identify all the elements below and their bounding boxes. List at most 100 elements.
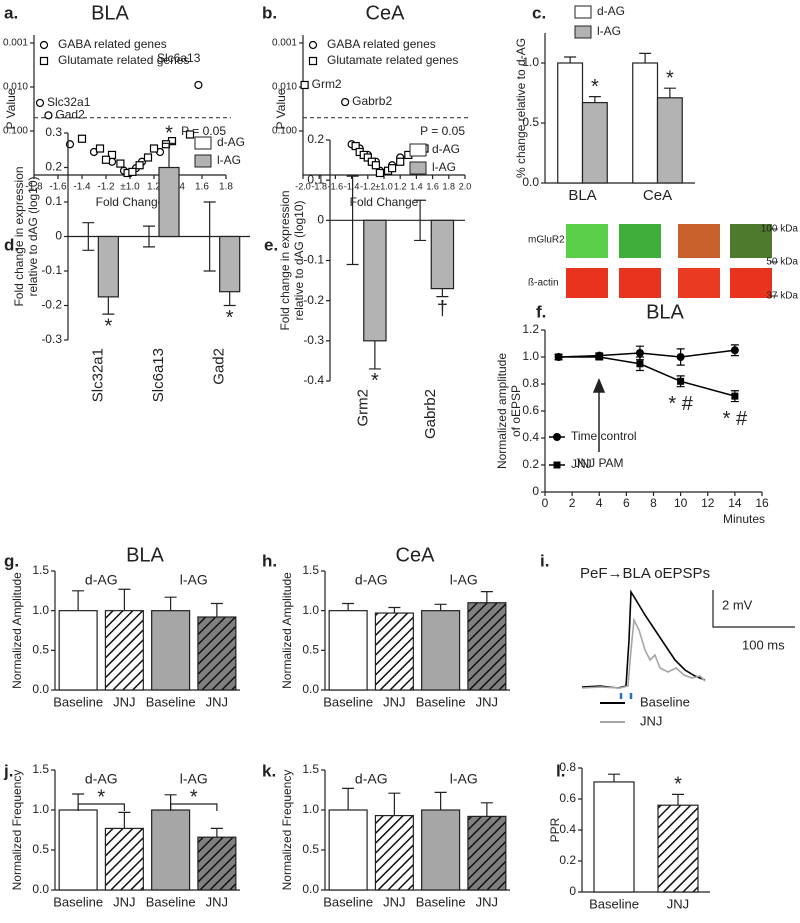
blot-row-label: mGluR2 bbox=[528, 235, 565, 246]
y-tick-label: 0 bbox=[317, 213, 324, 227]
x-axis-label: Fold Change bbox=[96, 195, 165, 209]
blot-size-label: 100 kDa bbox=[761, 224, 799, 235]
bar bbox=[328, 809, 368, 891]
bar bbox=[151, 610, 191, 691]
legend-label: Glutamate related genes bbox=[327, 53, 458, 67]
group-label: d-AG bbox=[355, 771, 388, 787]
y-tick-label: 1.0 bbox=[302, 802, 319, 816]
marker bbox=[300, 80, 309, 90]
y-tick-label: 0.2 bbox=[307, 132, 324, 146]
blot-band bbox=[678, 224, 720, 258]
y-tick-label: 0.5 bbox=[302, 842, 319, 856]
x-tick-label: JNJ bbox=[206, 694, 228, 709]
y-axis-label: Normalized Frequency bbox=[280, 770, 294, 891]
panel-label: l. bbox=[556, 761, 565, 780]
marker bbox=[731, 392, 739, 400]
bar bbox=[104, 827, 144, 891]
x-tick-label: CeA bbox=[643, 187, 672, 204]
marker bbox=[375, 168, 385, 178]
marker bbox=[116, 159, 125, 168]
x-tick-label: Baseline bbox=[589, 896, 639, 911]
significance-mark: * bbox=[190, 786, 198, 808]
x-tick-label: Baseline bbox=[53, 894, 103, 909]
x-tick-label: Slc6a13 bbox=[150, 348, 167, 402]
x-tick-label: ±1.0 bbox=[120, 182, 140, 193]
bar bbox=[197, 836, 237, 891]
panel-label: k. bbox=[262, 761, 276, 780]
significance-mark: * bbox=[165, 123, 173, 145]
x-tick-label: 0 bbox=[542, 496, 549, 510]
scale-label: 2 mV bbox=[722, 597, 753, 612]
y-tick-label: -0.2 bbox=[41, 298, 62, 312]
blot-size-label: 50 kDa bbox=[766, 257, 798, 268]
group-label: l-AG bbox=[450, 572, 478, 588]
x-tick-label: -1.8 bbox=[311, 181, 327, 191]
legend-label: Glutamate related genes bbox=[58, 53, 189, 67]
marker bbox=[730, 346, 739, 355]
x-tick-label: 1.6 bbox=[195, 182, 209, 193]
y-tick-label: -0.1 bbox=[303, 253, 324, 267]
western-blot: mGluR2 ß-actin 100 kDa 50 kDa 37 kDa bbox=[528, 224, 798, 302]
group-label: d-AG bbox=[85, 771, 118, 787]
y-axis-label: Normalized Amplitude bbox=[10, 572, 24, 689]
marker bbox=[128, 167, 137, 176]
trace-jnj bbox=[581, 617, 706, 689]
x-tick-label: 2 bbox=[569, 496, 576, 510]
error-bar bbox=[203, 201, 216, 272]
x-tick-label: -1.2 bbox=[360, 181, 376, 191]
y-tick-label: 0 bbox=[55, 229, 62, 243]
blot-band bbox=[619, 268, 661, 298]
legend-label: GABA related genes bbox=[58, 37, 167, 51]
x-tick-label: 1.6 bbox=[426, 181, 439, 191]
bar bbox=[197, 616, 237, 691]
chart-title: BLA bbox=[646, 301, 684, 323]
y-tick-label: 1.5 bbox=[32, 762, 49, 776]
y-tick-label: 0.2 bbox=[45, 160, 62, 174]
y-axis-label: Fold change in expression bbox=[12, 166, 26, 306]
panel-label: i. bbox=[540, 551, 549, 570]
y-tick-label: 1.0 bbox=[32, 603, 49, 617]
x-tick-label: Baseline bbox=[146, 894, 196, 909]
marker bbox=[35, 98, 45, 108]
x-tick-label: 12 bbox=[701, 496, 715, 510]
y-axis-label: of oEPSP bbox=[509, 385, 523, 437]
significance-mark: * bbox=[666, 67, 674, 89]
marker bbox=[143, 153, 153, 162]
error-bar bbox=[142, 225, 155, 248]
x-tick-label: -1.6 bbox=[328, 181, 344, 191]
annotation-arrow bbox=[592, 378, 606, 452]
y-tick-label: 0.2 bbox=[559, 853, 576, 867]
significance-mark: * bbox=[371, 370, 379, 392]
bar bbox=[656, 97, 683, 184]
y-tick-label: -0.2 bbox=[303, 293, 324, 307]
marker bbox=[101, 155, 111, 164]
marker bbox=[107, 150, 117, 160]
bar bbox=[593, 781, 635, 893]
marker bbox=[396, 157, 405, 166]
chart-title: CeA bbox=[366, 2, 406, 24]
marker bbox=[95, 144, 105, 153]
y-tick-label: 0.010 bbox=[3, 82, 28, 93]
x-tick-label: -2.0 bbox=[295, 181, 311, 191]
y-axis-label: Normalized Amplitude bbox=[280, 572, 294, 689]
y-axis-label: relative to dAG (log10) bbox=[26, 176, 40, 296]
y-tick-label: 0.0 bbox=[302, 882, 319, 896]
y-axis-label: P Value bbox=[274, 88, 288, 129]
panel-label: a. bbox=[4, 3, 18, 22]
x-tick-label: 14 bbox=[728, 496, 742, 510]
x-tick-label: -1.4 bbox=[344, 181, 360, 191]
x-tick-label: JNJ bbox=[383, 694, 405, 709]
annotation: JNJ PAM bbox=[574, 456, 623, 470]
y-tick-label: 0.010 bbox=[272, 82, 297, 93]
marker bbox=[636, 360, 644, 368]
panel-label: d. bbox=[4, 235, 19, 254]
x-axis-label: Fold Change bbox=[350, 195, 419, 209]
group-label: l-AG bbox=[180, 572, 208, 588]
marker bbox=[555, 353, 563, 361]
y-tick-label: 1.2 bbox=[522, 322, 539, 336]
blot-band bbox=[678, 268, 720, 298]
blot-band bbox=[619, 224, 661, 258]
significance-mark: * # bbox=[668, 393, 693, 415]
x-tick-label: 1.8 bbox=[443, 181, 456, 191]
x-tick-label: -1.2 bbox=[97, 182, 115, 193]
